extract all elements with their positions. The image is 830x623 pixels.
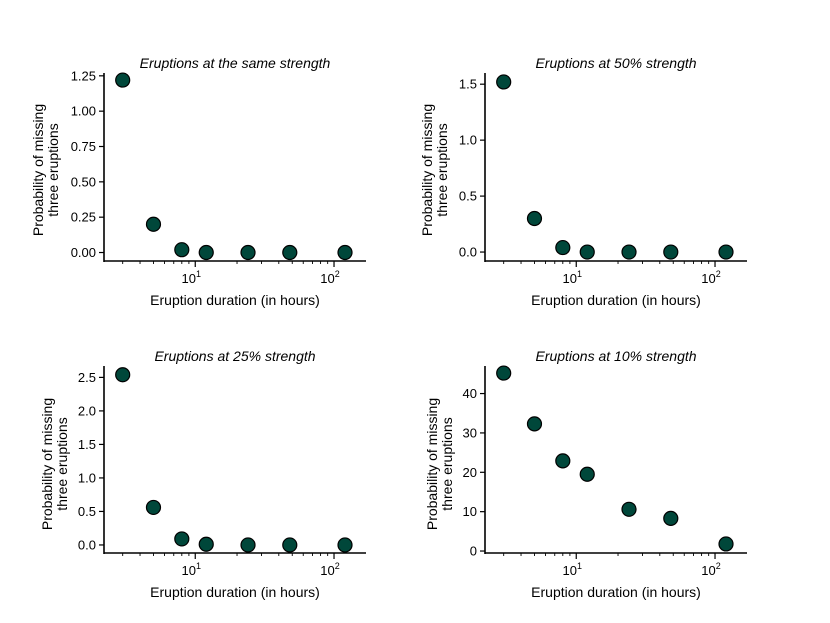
data-point (526, 416, 543, 432)
y-tick-label: 1.5 (78, 437, 96, 452)
x-tick-label: 102 (701, 561, 720, 578)
data-point (579, 466, 595, 482)
y-tick-label: 2.5 (78, 370, 96, 385)
y-tick-label: 0.0 (459, 245, 477, 260)
data-point (337, 244, 353, 261)
data-point (621, 501, 637, 517)
data-point (145, 216, 162, 232)
data-point (555, 239, 571, 256)
y-tick-label: 0.0 (78, 537, 96, 552)
x-tick-label: 101 (182, 561, 201, 578)
data-point (663, 510, 679, 526)
data-point (621, 244, 637, 260)
data-point (198, 244, 214, 261)
data-point (555, 453, 571, 469)
data-point (240, 244, 256, 261)
y-axis-label: Probability of missingthree eruptions (30, 104, 61, 236)
x-axis-label: Eruption duration (in hours) (150, 584, 320, 600)
x-tick-label: 101 (182, 269, 201, 286)
chart-panel-2: Eruptions at 50% strength 0.0 0.5 1.0 1.5 101… (419, 55, 747, 308)
y-tick-label: 1.25 (71, 68, 96, 83)
y-tick-label: 0.25 (71, 210, 96, 225)
data-point (145, 499, 162, 516)
x-tick-label: 101 (563, 269, 582, 286)
y-axis-label: Probability of missingthree eruptions (419, 104, 450, 236)
x-axis-label: Eruption duration (in hours) (531, 584, 701, 600)
data-point (282, 537, 298, 553)
x-tick-label: 102 (701, 269, 720, 286)
data-point (115, 367, 131, 383)
y-tick-label: 10 (463, 504, 477, 519)
y-axis-label: Probability of missingthree eruptions (424, 398, 455, 530)
x-tick-label: 102 (320, 269, 339, 286)
x-tick-label: 101 (563, 561, 582, 578)
chart-panel-1: Eruptions at the same strength 0.00 0.25 0.… (30, 55, 366, 308)
data-point (115, 72, 131, 88)
data-point (240, 537, 256, 553)
data-point (526, 210, 543, 227)
y-tick-label: 1.5 (459, 77, 477, 92)
x-axis-label: Eruption duration (in hours) (150, 292, 320, 308)
y-tick-label: 0.00 (71, 245, 96, 260)
y-tick-label: 0.50 (71, 174, 96, 189)
y-tick-label: 1.0 (459, 133, 477, 148)
y-tick-label: 1.0 (78, 470, 96, 485)
y-tick-label: 1.00 (71, 104, 96, 119)
data-point (718, 244, 734, 260)
y-axis-label: Probability of missingthree eruptions (39, 398, 70, 530)
y-tick-label: 0.75 (71, 139, 96, 154)
data-point (496, 74, 512, 90)
chart-title: Eruptions at the same strength (140, 55, 331, 71)
x-axis-label: Eruption duration (in hours) (531, 292, 701, 308)
data-point (174, 242, 190, 258)
data-point (174, 531, 190, 547)
data-point (282, 244, 298, 261)
chart-panel-3: Eruptions at 25% strength 0.0 0.5 1.0 1.5 2.0… (39, 348, 366, 600)
y-tick-label: 40 (463, 386, 477, 401)
data-point (198, 536, 214, 552)
y-tick-label: 0.5 (78, 504, 96, 519)
y-tick-label: 20 (463, 465, 477, 480)
data-point (496, 365, 512, 381)
chart-title: Eruptions at 50% strength (535, 55, 696, 71)
y-tick-label: 30 (463, 425, 477, 440)
data-point (337, 537, 353, 553)
data-point (579, 244, 595, 260)
x-tick-label: 102 (320, 561, 339, 578)
y-tick-label: 0 (470, 544, 477, 559)
data-point (718, 536, 734, 552)
chart-title: Eruptions at 10% strength (535, 348, 696, 364)
chart-panel-4: Eruptions at 10% strength 0 10 20 30 40 101 102… (424, 348, 747, 600)
y-tick-label: 2.0 (78, 403, 96, 418)
data-point (663, 244, 679, 260)
chart-title: Eruptions at 25% strength (154, 348, 315, 364)
y-tick-label: 0.5 (459, 189, 477, 204)
